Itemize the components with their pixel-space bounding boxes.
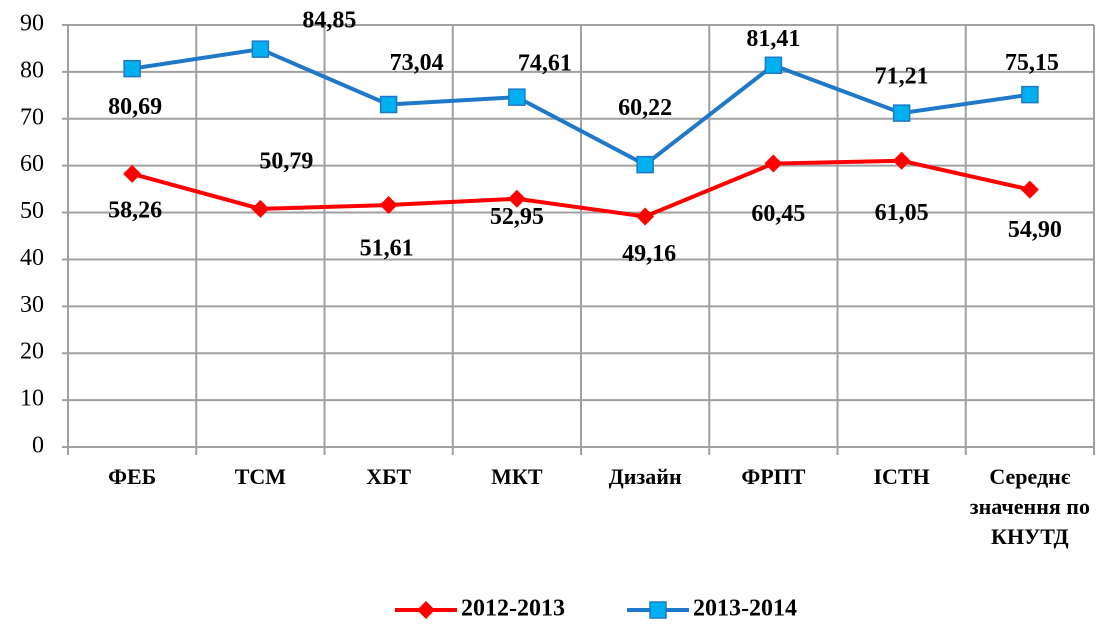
data-label: 73,04 bbox=[390, 50, 444, 76]
marker bbox=[764, 154, 783, 173]
marker bbox=[1020, 180, 1039, 199]
x-tick-label: Дизайн bbox=[608, 464, 682, 489]
x-tick-label: ФРПТ bbox=[741, 464, 806, 489]
marker bbox=[123, 59, 141, 78]
y-tick-label: 40 bbox=[20, 245, 44, 271]
series-line bbox=[131, 47, 1031, 168]
y-tick-label: 80 bbox=[20, 57, 44, 83]
marker bbox=[379, 196, 398, 215]
data-label: 49,16 bbox=[622, 241, 676, 267]
data-label: 60,22 bbox=[618, 95, 672, 121]
marker bbox=[251, 199, 270, 218]
data-label: 81,41 bbox=[746, 26, 800, 52]
y-tick-label: 20 bbox=[20, 339, 44, 365]
marker bbox=[507, 189, 526, 208]
data-label: 84,85 bbox=[302, 8, 356, 34]
y-tick-label: 60 bbox=[20, 151, 44, 177]
x-tick-label: Середнє значення по КНУТД bbox=[969, 464, 1090, 549]
legend-label: 2012-2013 bbox=[461, 596, 565, 622]
y-tick-label: 10 bbox=[20, 386, 44, 412]
data-label: 80,69 bbox=[108, 94, 162, 120]
marker bbox=[379, 95, 398, 114]
y-tick-label: 90 bbox=[20, 11, 44, 37]
marker bbox=[649, 601, 667, 619]
data-label: 51,61 bbox=[360, 236, 414, 262]
x-tick-label: МКТ bbox=[491, 464, 543, 489]
data-label: 54,90 bbox=[1008, 217, 1062, 243]
marker bbox=[508, 88, 526, 106]
y-tick-label: 0 bbox=[32, 433, 44, 459]
data-label: 58,26 bbox=[108, 197, 162, 223]
marker bbox=[764, 56, 783, 75]
legend-label: 2013-2014 bbox=[693, 596, 797, 622]
data-label: 75,15 bbox=[1005, 50, 1059, 76]
x-tick-label: ФЕБ bbox=[108, 464, 157, 489]
marker bbox=[636, 155, 654, 174]
x-tick-label: ХБТ bbox=[366, 464, 412, 489]
y-tick-label: 70 bbox=[20, 104, 44, 130]
x-tick-label: ТСМ bbox=[234, 464, 287, 489]
data-label: 60,45 bbox=[751, 201, 805, 227]
marker bbox=[636, 207, 655, 226]
marker bbox=[892, 151, 911, 170]
y-tick-label: 50 bbox=[20, 198, 44, 224]
marker bbox=[251, 40, 270, 58]
marker bbox=[417, 601, 435, 619]
data-label: 71,21 bbox=[875, 64, 929, 90]
x-tick-label: ІСТН bbox=[873, 464, 930, 489]
marker bbox=[123, 164, 142, 183]
y-tick-label: 30 bbox=[20, 292, 44, 318]
series-line bbox=[131, 158, 1031, 219]
marker bbox=[1021, 85, 1039, 104]
data-label: 52,95 bbox=[490, 204, 544, 230]
data-label: 61,05 bbox=[875, 200, 929, 226]
data-label: 74,61 bbox=[518, 51, 572, 77]
data-label: 50,79 bbox=[259, 148, 313, 174]
marker bbox=[892, 104, 911, 122]
